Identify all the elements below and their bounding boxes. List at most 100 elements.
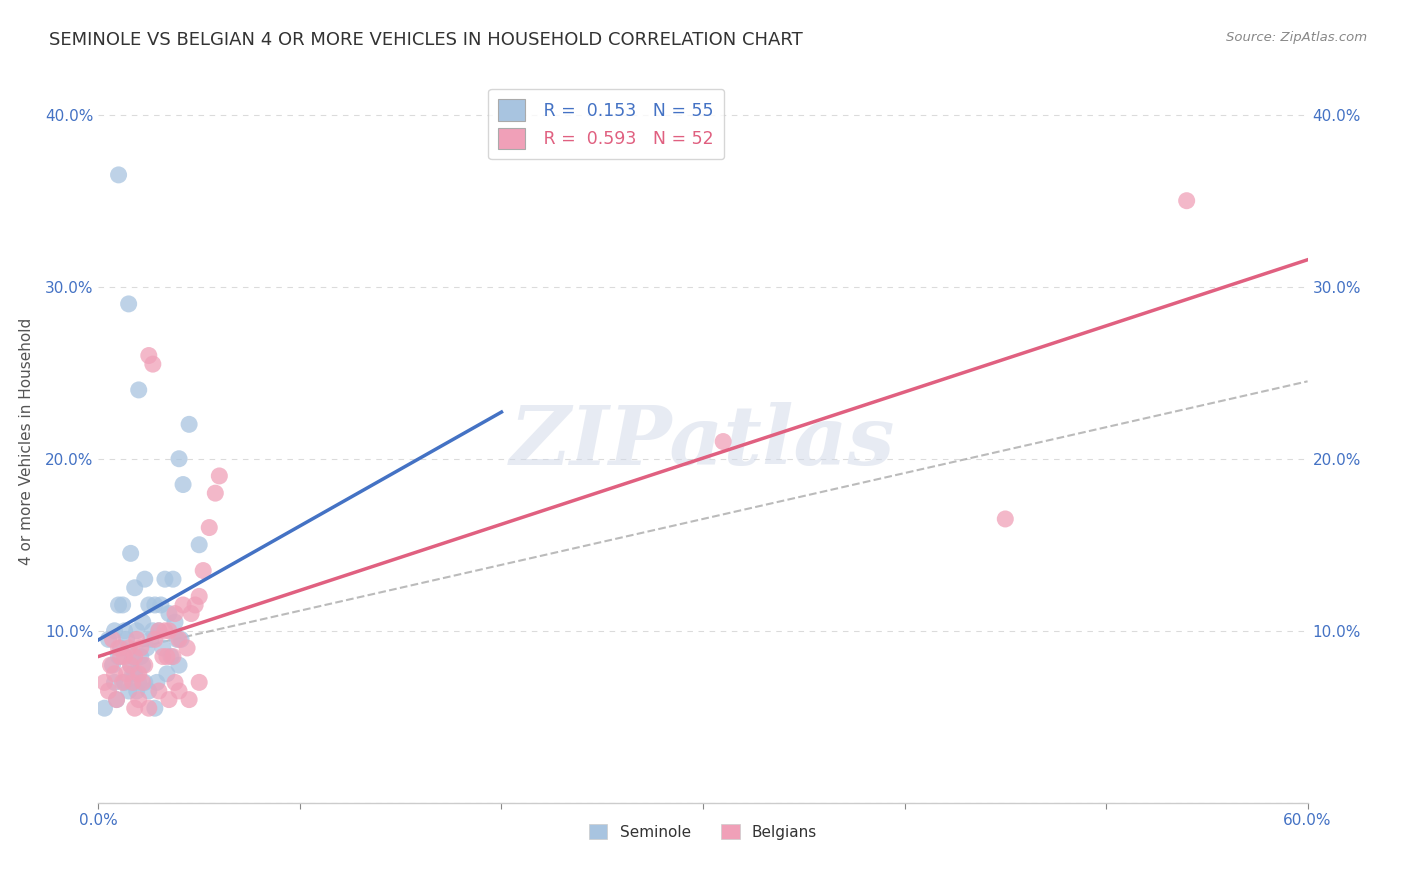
Point — [134, 658, 156, 673]
Point — [128, 675, 150, 690]
Point — [135, 640, 157, 655]
Point — [103, 675, 125, 690]
Point — [110, 649, 132, 664]
Point — [128, 692, 150, 706]
Point — [172, 477, 194, 491]
Point — [163, 607, 186, 621]
Point — [994, 512, 1017, 526]
Point — [118, 640, 141, 655]
Point — [142, 357, 165, 371]
Point — [114, 675, 136, 690]
Point — [134, 572, 156, 586]
Point — [125, 624, 148, 638]
Point — [148, 684, 170, 698]
Point — [120, 658, 142, 673]
Point — [110, 640, 132, 655]
Point — [149, 598, 172, 612]
Point — [107, 598, 129, 612]
Point — [118, 297, 141, 311]
Point — [157, 607, 180, 621]
Point — [143, 598, 166, 612]
Point — [153, 624, 176, 638]
Point — [100, 658, 122, 673]
Point — [125, 632, 148, 647]
Point — [93, 675, 115, 690]
Text: Source: ZipAtlas.com: Source: ZipAtlas.com — [1226, 31, 1367, 45]
Point — [162, 649, 184, 664]
Point — [115, 666, 138, 681]
Point — [170, 632, 193, 647]
Point — [114, 624, 136, 638]
Point — [129, 640, 152, 655]
Point — [172, 598, 194, 612]
Point — [132, 615, 155, 630]
Point — [204, 486, 226, 500]
Point — [125, 684, 148, 698]
Point — [157, 624, 180, 638]
Point — [167, 451, 190, 466]
Point — [152, 640, 174, 655]
Point — [97, 684, 120, 698]
Point — [156, 666, 179, 681]
Point — [208, 469, 231, 483]
Point — [111, 675, 134, 690]
Point — [148, 624, 170, 638]
Point — [132, 675, 155, 690]
Point — [180, 607, 202, 621]
Point — [101, 632, 124, 647]
Point — [143, 632, 166, 647]
Point — [1175, 194, 1198, 208]
Point — [176, 640, 198, 655]
Point — [120, 658, 142, 673]
Point — [134, 675, 156, 690]
Point — [101, 658, 124, 673]
Point — [711, 434, 734, 449]
Point — [121, 649, 143, 664]
Point — [188, 675, 211, 690]
Point — [93, 701, 115, 715]
Point — [167, 684, 190, 698]
Point — [166, 632, 188, 647]
Point — [188, 590, 211, 604]
Point — [107, 649, 129, 664]
Point — [129, 649, 152, 664]
Point — [148, 624, 170, 638]
Point — [139, 632, 162, 647]
Point — [179, 417, 201, 432]
Point — [120, 546, 142, 560]
Point — [97, 632, 120, 647]
Point — [167, 632, 190, 647]
Point — [167, 658, 190, 673]
Point — [128, 666, 150, 681]
Point — [160, 649, 183, 664]
Point — [115, 632, 138, 647]
Point — [121, 675, 143, 690]
Point — [118, 684, 141, 698]
Point — [105, 692, 128, 706]
Point — [128, 383, 150, 397]
Text: ZIPatlas: ZIPatlas — [510, 401, 896, 482]
Point — [157, 692, 180, 706]
Point — [188, 538, 211, 552]
Point — [198, 520, 221, 534]
Point — [105, 692, 128, 706]
Point — [107, 168, 129, 182]
Point — [138, 349, 160, 363]
Point — [163, 615, 186, 630]
Point — [114, 649, 136, 664]
Point — [138, 598, 160, 612]
Point — [184, 598, 207, 612]
Text: SEMINOLE VS BELGIAN 4 OR MORE VEHICLES IN HOUSEHOLD CORRELATION CHART: SEMINOLE VS BELGIAN 4 OR MORE VEHICLES I… — [49, 31, 803, 49]
Point — [103, 624, 125, 638]
Point — [162, 572, 184, 586]
Point — [146, 675, 169, 690]
Point — [124, 701, 146, 715]
Point — [163, 675, 186, 690]
Point — [138, 701, 160, 715]
Point — [153, 572, 176, 586]
Point — [142, 624, 165, 638]
Point — [124, 649, 146, 664]
Legend:  R =  0.153   N = 55,  R =  0.593   N = 52: R = 0.153 N = 55, R = 0.593 N = 52 — [488, 89, 724, 159]
Point — [103, 666, 125, 681]
Point — [124, 666, 146, 681]
